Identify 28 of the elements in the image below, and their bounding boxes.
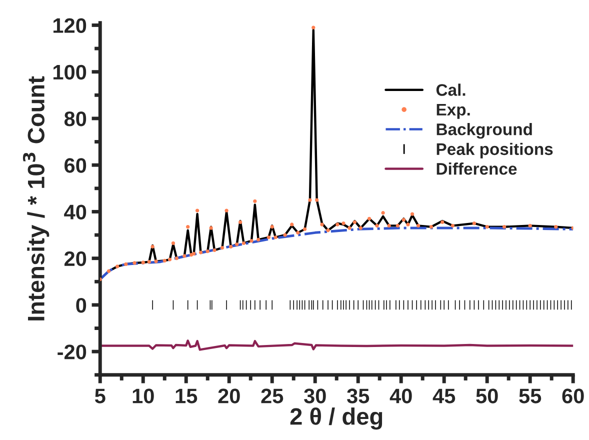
legend-label: Exp. [436, 104, 470, 119]
legend-label: Background [436, 123, 532, 139]
y-tick-label: 60 [64, 158, 86, 173]
y-tick-label: -20 [58, 344, 86, 360]
x-tick-label: 35 [347, 388, 370, 404]
x-tick-label: 40 [390, 388, 412, 404]
legend-label: Peak positions [436, 142, 553, 158]
x-tick-label: 60 [562, 388, 584, 404]
x-tick-label: 55 [519, 388, 542, 404]
line-series [100, 340, 574, 351]
x-tick-label: 15 [176, 388, 198, 404]
x-tick-label: 25 [261, 388, 284, 404]
y-tick-label: 120 [53, 18, 86, 33]
x-tick-label: 10 [132, 388, 154, 404]
y-tick-label: 20 [64, 251, 86, 266]
legend-label: Cal. [436, 84, 466, 96]
y-tick-label: 80 [64, 111, 86, 126]
x-tick-label: 30 [304, 388, 326, 404]
legend-label: Difference [436, 162, 517, 175]
x-tick-label: 45 [432, 388, 456, 404]
x-tick-label: 20 [218, 388, 240, 404]
y-tick-label: 100 [53, 64, 86, 80]
y-tick-label: 40 [64, 204, 86, 220]
x-tick-label: 50 [476, 388, 498, 404]
x-tick-label: 5 [94, 388, 106, 404]
x-axis-title: 2 θ / deg [290, 407, 382, 430]
y-axis-title: Intensity / * 10$^{3}$ Count [22, 76, 50, 320]
y-tick-label: 0 [76, 298, 86, 313]
